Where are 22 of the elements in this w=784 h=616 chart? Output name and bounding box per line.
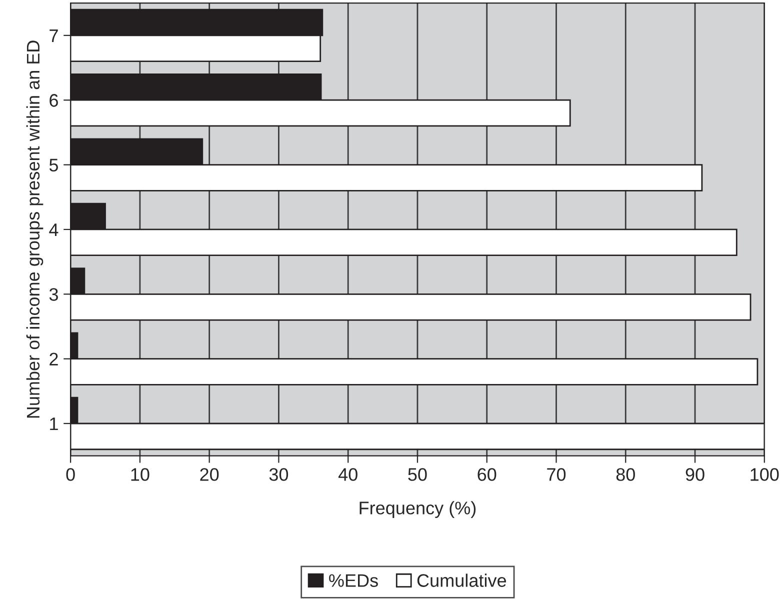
x-tick-label: 20 xyxy=(200,468,219,481)
y-tick-label: 3 xyxy=(49,288,58,301)
x-tick-label: 30 xyxy=(269,468,288,481)
y-tick-label: 1 xyxy=(50,418,58,430)
x-tick-label: 0 xyxy=(66,468,75,481)
x-axis-title: Frequency (%) xyxy=(360,501,476,518)
y-tick-label: 5 xyxy=(49,158,58,172)
x-tick-label: 80 xyxy=(616,468,635,481)
x-tick-label: 50 xyxy=(408,468,427,481)
x-tick-label: 100 xyxy=(750,468,779,481)
legend-label: Cumulative xyxy=(417,574,506,587)
x-tick-label: 90 xyxy=(686,468,704,481)
y-axis-title: Number of income groups present within an ED xyxy=(26,40,44,418)
y-tick-label: 4 xyxy=(49,224,58,236)
x-tick-label: 40 xyxy=(338,468,358,481)
y-tick-label: 6 xyxy=(50,94,58,107)
x-tick-label: 70 xyxy=(547,468,566,481)
y-tick-label: 2 xyxy=(50,352,58,366)
legend-label: %EDs xyxy=(329,574,378,587)
x-tick-label: 60 xyxy=(478,468,496,481)
x-tick-label: 10 xyxy=(131,468,150,481)
y-tick-label: 7 xyxy=(50,30,58,42)
